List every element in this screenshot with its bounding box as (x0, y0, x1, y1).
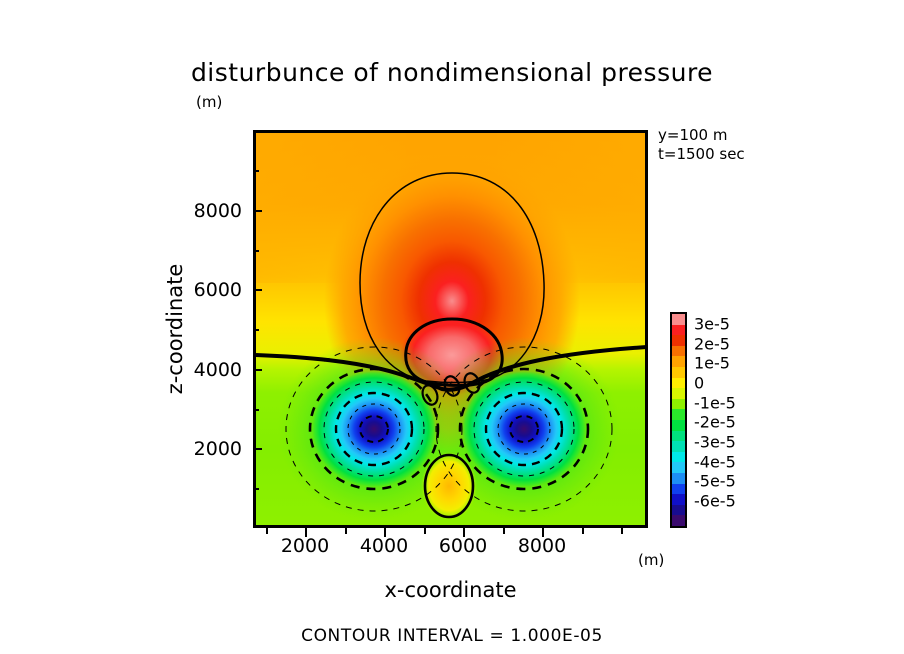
vortex-left-contour-1 (285, 346, 463, 512)
bottom-blob-contour (423, 453, 475, 519)
colorbar-band-11 (672, 430, 685, 442)
colorbar-label-8: -5e-5 (694, 471, 736, 491)
colorbar-label-3: 0 (694, 373, 705, 393)
colorbar-band-0 (672, 314, 685, 325)
y-tick-minor-5 (253, 170, 259, 172)
x-axis-title: x-coordinate (384, 578, 517, 602)
y-tick-8000 (253, 210, 262, 212)
positive-core-contour (404, 317, 504, 387)
vortex-right-contour-4 (484, 391, 564, 467)
x-tick-8000 (542, 528, 544, 537)
vortex-left-contour-2 (308, 367, 440, 491)
y-axis-title: z-coordinate (163, 263, 187, 395)
colorbar-label-2: 1e-5 (694, 353, 730, 373)
colorbar-label-1: 2e-5 (694, 334, 730, 354)
y-tick-6000 (253, 289, 262, 291)
y-tick-minor-1 (253, 488, 259, 490)
colorbar-label-0: 3e-5 (694, 314, 730, 334)
colorbar-band-10 (672, 419, 685, 431)
title-unit-label: (m) (196, 93, 223, 111)
colorbar-band-16 (672, 483, 685, 495)
colorbar (670, 312, 687, 528)
y-tick-label-8000: 8000 (193, 200, 242, 222)
vortex-right-contour-2 (458, 367, 590, 491)
x-axis-unit: (m) (638, 551, 665, 569)
colorbar-band-2 (672, 335, 685, 346)
plume-outer-contour (359, 172, 545, 384)
contour-interval-caption: CONTOUR INTERVAL = 1.000E-05 (301, 626, 603, 646)
colorbar-band-3 (672, 345, 685, 357)
colorbar-band-9 (672, 409, 685, 420)
vortex-left-contour-6 (359, 415, 389, 443)
contour-plot-area (253, 130, 648, 528)
vortex-left-fill (312, 371, 436, 487)
x-tick-label-6000: 6000 (438, 535, 488, 557)
zero-label-oval-1 (421, 384, 439, 406)
colorbar-label-7: -4e-5 (694, 452, 736, 472)
contour-plot-svg (256, 133, 645, 525)
y-tick-label-2000: 2000 (193, 438, 242, 460)
vortex-right-contour-5 (497, 403, 551, 455)
zero-contour-thick (256, 345, 645, 392)
vortex-left-contour-5 (347, 403, 401, 455)
colorbar-band-15 (672, 472, 685, 484)
colorbar-band-14 (672, 462, 685, 473)
x-tick-2000 (305, 528, 307, 537)
x-tick-label-4000: 4000 (359, 535, 409, 557)
x-tick-label-2000: 2000 (280, 535, 330, 557)
x-tick-4000 (384, 528, 386, 537)
vortex-right-fill (462, 371, 586, 487)
vortex-right-contour-1 (435, 346, 613, 512)
x-tick-6000 (463, 528, 465, 537)
colorbar-band-18 (672, 504, 685, 516)
colorbar-label-9: -6e-5 (694, 491, 736, 511)
colorbar-band-7 (672, 388, 685, 399)
colorbar-band-8 (672, 398, 685, 410)
x-tick-minor-2 (345, 528, 347, 534)
plot-annotation: y=100 m t=1500 sec (658, 126, 745, 164)
vortex-right-contour-3 (473, 381, 575, 477)
y-tick-label-4000: 4000 (193, 359, 242, 381)
x-tick-label-8000: 8000 (517, 535, 567, 557)
x-tick-minor-4 (503, 528, 505, 534)
bottom-positive-blob-fill (421, 452, 477, 520)
annotation-y: y=100 m (658, 126, 728, 144)
vortex-right-contour-6 (509, 415, 539, 443)
colorbar-band-1 (672, 324, 685, 336)
vortex-left-contour-3 (323, 381, 425, 477)
y-tick-minor-3 (253, 329, 259, 331)
colorbar-band-4 (672, 356, 685, 367)
y-tick-minor-2 (253, 409, 259, 411)
annotation-t: t=1500 sec (658, 145, 745, 163)
colorbar-band-13 (672, 451, 685, 463)
y-tick-minor-4 (253, 250, 259, 252)
colorbar-label-6: -3e-5 (694, 432, 736, 452)
colorbar-band-12 (672, 441, 685, 452)
colorbar-label-4: -1e-5 (694, 393, 736, 413)
page-title: disturbunce of nondimensional pressure (190, 58, 714, 87)
colorbar-band-19 (672, 515, 685, 526)
x-tick-minor-1 (266, 528, 268, 534)
y-tick-2000 (253, 448, 262, 450)
y-tick-4000 (253, 369, 262, 371)
x-tick-minor-6 (621, 528, 623, 534)
colorbar-band-17 (672, 494, 685, 505)
zero-label-oval-2 (443, 375, 461, 397)
vortex-left-contour-4 (334, 391, 414, 467)
colorbar-band-5 (672, 366, 685, 378)
x-tick-minor-3 (424, 528, 426, 534)
colorbar-label-5: -2e-5 (694, 412, 736, 432)
zero-label-oval-3 (463, 372, 481, 394)
colorbar-band-6 (672, 377, 685, 389)
y-tick-label-6000: 6000 (193, 279, 242, 301)
x-tick-minor-5 (582, 528, 584, 534)
